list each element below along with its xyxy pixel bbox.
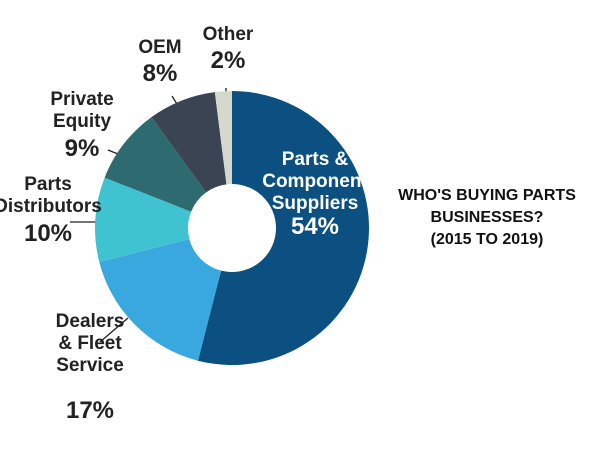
category-label: Other [203,24,254,45]
category-label: OEM [138,37,181,58]
value-label: 2% [211,47,246,74]
donut-slice [95,177,192,263]
donut-slice [214,91,232,185]
value-label: 54% [291,213,339,240]
category-label: Parts Distributors [0,174,102,217]
value-label: 17% [66,397,114,424]
leader-line [99,317,129,343]
category-label: Parts & Component Suppliers [262,149,368,214]
value-label: 9% [65,135,100,162]
value-label: 8% [143,60,178,87]
value-label: 10% [24,220,72,247]
donut-slice [151,92,227,193]
donut-slice [99,238,222,361]
donut-slice [197,91,369,365]
category-label: Dealers & Fleet Service [56,311,125,376]
category-label: Private Equity [50,89,113,132]
donut-slice [104,117,207,212]
chart-title: WHO'S BUYING PARTS BUSINESSES? (2015 TO 20… [398,187,576,248]
